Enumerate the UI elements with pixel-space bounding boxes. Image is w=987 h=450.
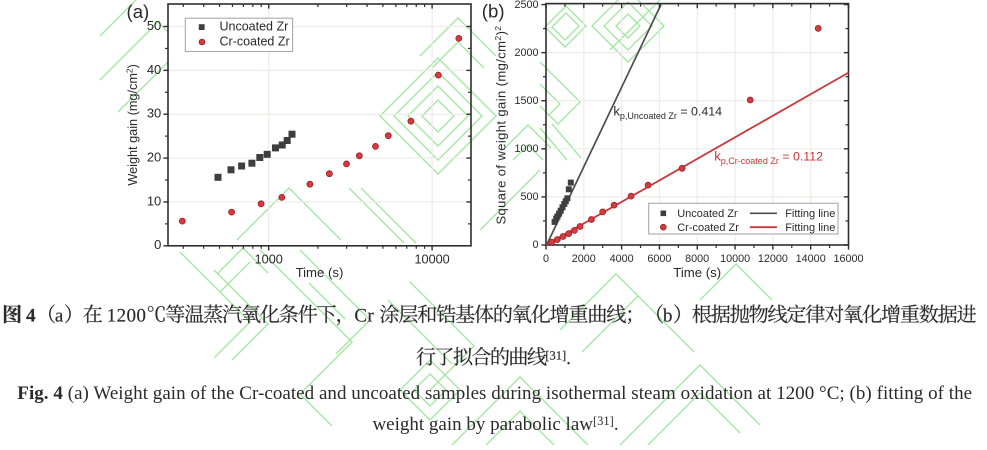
svg-text:kp,Cr-coated Zr = 0.112: kp,Cr-coated Zr = 0.112 bbox=[714, 149, 823, 166]
svg-text:Weight gain (mg/cm2): Weight gain (mg/cm2) bbox=[125, 64, 141, 186]
svg-text:1000: 1000 bbox=[255, 252, 283, 266]
svg-text:12000: 12000 bbox=[758, 253, 788, 265]
svg-text:1000: 1000 bbox=[514, 143, 538, 155]
svg-text:(b): (b) bbox=[482, 1, 505, 22]
svg-text:30: 30 bbox=[147, 106, 161, 121]
svg-text:10: 10 bbox=[147, 193, 161, 208]
svg-text:14000: 14000 bbox=[796, 253, 826, 265]
svg-text:2000: 2000 bbox=[514, 47, 538, 59]
svg-text:0: 0 bbox=[543, 253, 549, 265]
svg-text:Time (s): Time (s) bbox=[296, 265, 344, 280]
svg-text:40: 40 bbox=[147, 62, 161, 77]
svg-text:20: 20 bbox=[147, 150, 161, 165]
svg-text:Uncoated Zr: Uncoated Zr bbox=[220, 19, 289, 33]
svg-text:2000: 2000 bbox=[572, 253, 596, 265]
svg-text:Square of weight gain (mg/cm2): Square of weight gain (mg/cm2)2 bbox=[493, 25, 509, 224]
svg-text:50: 50 bbox=[147, 18, 161, 33]
svg-text:500: 500 bbox=[520, 191, 538, 203]
svg-text:Fitting line: Fitting line bbox=[785, 208, 835, 220]
svg-text:2500: 2500 bbox=[514, 0, 538, 11]
svg-text:0: 0 bbox=[154, 237, 161, 252]
svg-text:Uncoated Zr: Uncoated Zr bbox=[677, 208, 738, 220]
svg-text:Cr-coated Zr: Cr-coated Zr bbox=[677, 222, 739, 234]
svg-text:weight gain by parabolic law[3: weight gain by parabolic law[31]. bbox=[372, 414, 618, 435]
svg-text:10000: 10000 bbox=[720, 253, 750, 265]
svg-text:Fitting line: Fitting line bbox=[785, 222, 835, 234]
svg-text:(a): (a) bbox=[127, 1, 150, 22]
svg-text:6000: 6000 bbox=[647, 253, 671, 265]
svg-text:8000: 8000 bbox=[685, 253, 709, 265]
svg-text:16000: 16000 bbox=[833, 253, 863, 265]
svg-text:10000: 10000 bbox=[414, 252, 449, 266]
svg-text:Time (s): Time (s) bbox=[673, 265, 721, 280]
svg-text:kp,Uncoated Zr = 0.414: kp,Uncoated Zr = 0.414 bbox=[613, 104, 722, 121]
svg-text:Fig. 4 (a) Weight gain of the: Fig. 4 (a) Weight gain of the Cr-coated … bbox=[17, 383, 972, 404]
svg-text:Cr-coated Zr: Cr-coated Zr bbox=[220, 34, 290, 48]
svg-text:1500: 1500 bbox=[514, 95, 538, 107]
svg-text:4000: 4000 bbox=[610, 253, 634, 265]
svg-text:0: 0 bbox=[532, 239, 538, 251]
